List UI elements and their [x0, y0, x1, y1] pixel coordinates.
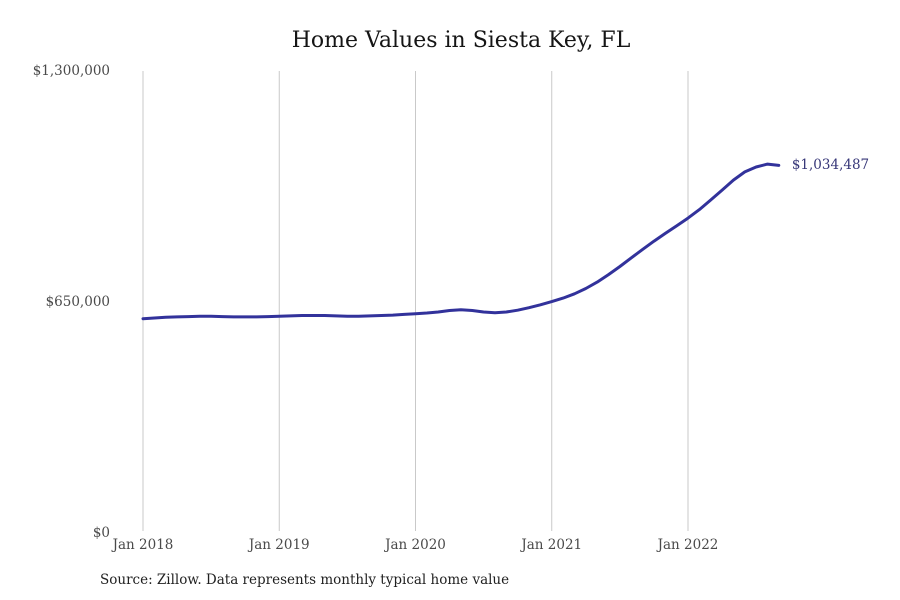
home-value-line	[141, 162, 781, 321]
x-axis-tick-label-jan-2022: Jan 2022	[657, 537, 719, 553]
x-axis-tick-label-jan-2020: Jan 2020	[385, 537, 446, 553]
y-axis-tick-label-1300000: $1,300,000	[32, 63, 110, 79]
x-axis-tick-label-jan-2018: Jan 2018	[112, 537, 174, 553]
end-value-annotation: $1,034,487	[791, 157, 870, 174]
x-axis-tick-label-jan-2019: Jan 2019	[248, 537, 310, 553]
y-axis-tick-label-650000: $650,000	[45, 294, 110, 310]
chart-title: Home Values in Siesta Key, FL	[291, 28, 631, 53]
x-axis-tick-label-jan-2021: Jan 2021	[521, 537, 583, 553]
source-note: Source: Zillow. Data represents monthly …	[100, 572, 510, 588]
y-axis-tick-label-0: $0	[92, 525, 110, 541]
